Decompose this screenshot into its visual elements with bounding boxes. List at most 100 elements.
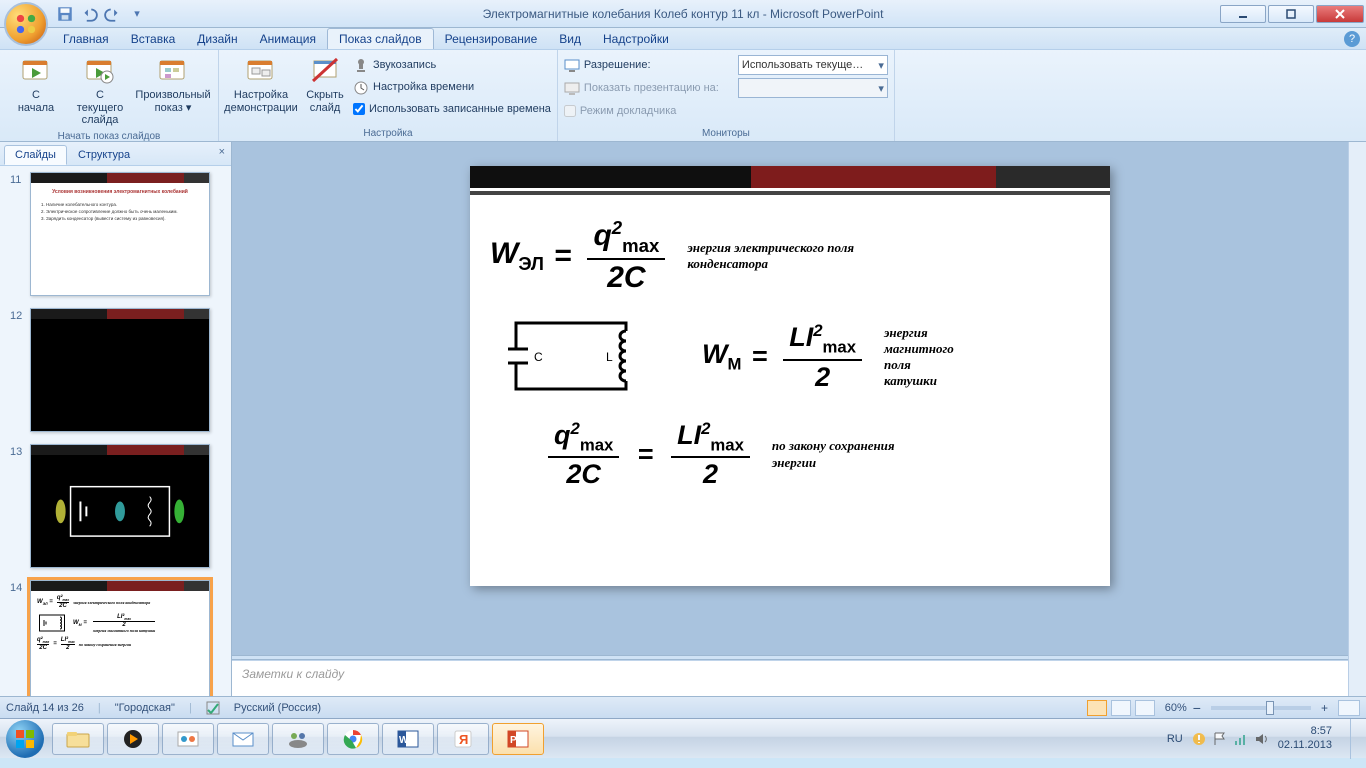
clock-icon <box>353 79 369 95</box>
from-current-button[interactable]: С текущего слайда <box>70 53 130 129</box>
hide-slide-button[interactable]: Скрыть слайд <box>301 53 349 116</box>
slide-thumb[interactable]: 14 WЭЛ =q²max2Cэнергия электрического по… <box>10 580 221 696</box>
setup-show-button[interactable]: Настройка демонстрации <box>225 53 297 116</box>
minimize-button[interactable] <box>1220 5 1266 23</box>
redo-icon[interactable] <box>104 5 122 23</box>
zoom-level[interactable]: 60% <box>1165 702 1187 714</box>
tray-flag-icon[interactable] <box>1212 731 1228 747</box>
slideshow-view-icon[interactable] <box>1135 700 1155 716</box>
show-desktop-button[interactable] <box>1350 719 1360 759</box>
resolution-combo[interactable]: Использовать текуще…▾ <box>738 55 888 75</box>
taskbar-explorer[interactable] <box>52 723 104 755</box>
window-title: Электромагнитные колебания Колеб контур … <box>146 7 1220 21</box>
slide: WЭЛ = q2max2C энергия электрического пол… <box>470 166 1110 586</box>
setup-icon <box>245 55 277 87</box>
slide-thumb[interactable]: 13 <box>10 444 221 568</box>
ribbon-group-setup: Настройка демонстрации Скрыть слайд Звук… <box>219 50 558 141</box>
workspace: Слайды Структура × 11 Условия возникнове… <box>0 142 1366 696</box>
ribbon-tab-design[interactable]: Дизайн <box>186 29 248 49</box>
taskbar-paint[interactable] <box>162 723 214 755</box>
sorter-view-icon[interactable] <box>1111 700 1131 716</box>
ribbon-tab-slideshow[interactable]: Показ слайдов <box>327 28 434 49</box>
zoom-slider[interactable] <box>1211 706 1311 710</box>
svg-text:P: P <box>510 735 517 746</box>
normal-view-icon[interactable] <box>1087 700 1107 716</box>
from-beginning-button[interactable]: С начала <box>6 53 66 116</box>
hide-slide-label: Скрыть слайд <box>306 89 344 114</box>
slide-canvas[interactable]: WЭЛ = q2max2C энергия электрического пол… <box>232 142 1348 655</box>
ribbon-tab-home[interactable]: Главная <box>52 29 120 49</box>
save-icon[interactable] <box>56 5 74 23</box>
svg-text:W: W <box>399 735 409 746</box>
ribbon-tab-animation[interactable]: Анимация <box>249 29 327 49</box>
ribbon: С начала С текущего слайда Произвольный … <box>0 50 1366 142</box>
notes-pane[interactable]: Заметки к слайду <box>232 660 1348 696</box>
slide-thumb[interactable]: 12 <box>10 308 221 432</box>
office-button[interactable] <box>4 2 48 46</box>
taskbar-word[interactable]: W <box>382 723 434 755</box>
taskbar-powerpoint[interactable]: P <box>492 723 544 755</box>
taskbar-people[interactable] <box>272 723 324 755</box>
status-bar: Слайд 14 из 26 | "Городская" | Русский (… <box>0 696 1366 718</box>
slide-area: WЭЛ = q2max2C энергия электрического пол… <box>232 142 1348 696</box>
from-current-label: С текущего слайда <box>72 89 128 127</box>
system-tray: RU 8:57 02.11.2013 <box>1167 719 1360 759</box>
undo-icon[interactable] <box>80 5 98 23</box>
formula-electric-energy: WЭЛ = q2max2C <box>490 217 671 295</box>
taskbar-wmplayer[interactable] <box>107 723 159 755</box>
tray-network-icon[interactable] <box>1233 731 1249 747</box>
zoom-out-icon[interactable]: − <box>1191 700 1203 716</box>
zoom-in-icon[interactable]: + <box>1319 701 1330 715</box>
pane-close-icon[interactable]: × <box>219 146 225 158</box>
maximize-button[interactable] <box>1268 5 1314 23</box>
pane-tab-outline[interactable]: Структура <box>67 145 141 165</box>
taskbar-chrome[interactable] <box>327 723 379 755</box>
tray-volume-icon[interactable] <box>1254 731 1270 747</box>
play-current-icon <box>84 55 116 87</box>
close-button[interactable] <box>1316 5 1364 23</box>
status-theme: "Городская" <box>115 702 175 714</box>
ribbon-tab-review[interactable]: Рецензирование <box>434 29 549 49</box>
rehearse-timings-button[interactable]: Настройка времени <box>353 77 551 97</box>
caption-magnetic: энергия магнитного поля катушки <box>884 325 954 390</box>
tray-clock[interactable]: 8:57 02.11.2013 <box>1278 725 1332 751</box>
group-monitors-label: Мониторы <box>564 126 888 139</box>
slide-header-decoration <box>470 166 1110 188</box>
status-slide-counter: Слайд 14 из 26 <box>6 702 84 714</box>
record-narration-button[interactable]: Звукозапись <box>353 55 551 75</box>
monitor2-icon <box>564 80 580 96</box>
svg-text:L: L <box>606 350 613 364</box>
slides-pane: Слайды Структура × 11 Условия возникнове… <box>0 142 232 696</box>
ribbon-tabs: Главная Вставка Дизайн Анимация Показ сл… <box>0 28 1366 50</box>
fit-to-window-icon[interactable] <box>1338 700 1360 716</box>
taskbar-mail[interactable] <box>217 723 269 755</box>
qat-more-icon[interactable]: ▾ <box>128 5 146 23</box>
taskbar: W Я P RU 8:57 02.11.2013 <box>0 718 1366 758</box>
caption-electric: энергия электрического поля конденсатора <box>687 240 854 273</box>
vertical-scrollbar[interactable] <box>1348 142 1366 696</box>
ribbon-tab-insert[interactable]: Вставка <box>120 29 187 49</box>
help-icon[interactable]: ? <box>1344 31 1360 47</box>
lc-circuit-diagram: C L <box>506 311 636 401</box>
show-on-combo: ▾ <box>738 78 888 98</box>
ribbon-tab-addins[interactable]: Надстройки <box>592 29 680 49</box>
thumbnail-list[interactable]: 11 Условия возникновения электромагнитны… <box>0 166 231 696</box>
status-language[interactable]: Русский (Россия) <box>234 702 321 714</box>
use-timings-checkbox[interactable]: Использовать записанные времена <box>353 99 551 119</box>
ribbon-tab-view[interactable]: Вид <box>548 29 592 49</box>
group-setup-label: Настройка <box>225 126 551 139</box>
pane-tab-slides[interactable]: Слайды <box>4 145 67 165</box>
setup-show-label: Настройка демонстрации <box>224 89 298 114</box>
taskbar-yandex[interactable]: Я <box>437 723 489 755</box>
start-button[interactable] <box>6 720 44 758</box>
tray-updates-icon[interactable] <box>1191 731 1207 747</box>
tray-lang[interactable]: RU <box>1167 733 1183 745</box>
spellcheck-icon[interactable] <box>206 701 220 715</box>
monitor-icon <box>564 57 580 73</box>
svg-text:C: C <box>534 350 543 364</box>
slide-thumb[interactable]: 11 Условия возникновения электромагнитны… <box>10 172 221 296</box>
hide-slide-icon <box>309 55 341 87</box>
custom-show-button[interactable]: Произвольный показ ▾ <box>134 53 212 116</box>
play-icon <box>20 55 52 87</box>
custom-show-icon <box>157 55 189 87</box>
